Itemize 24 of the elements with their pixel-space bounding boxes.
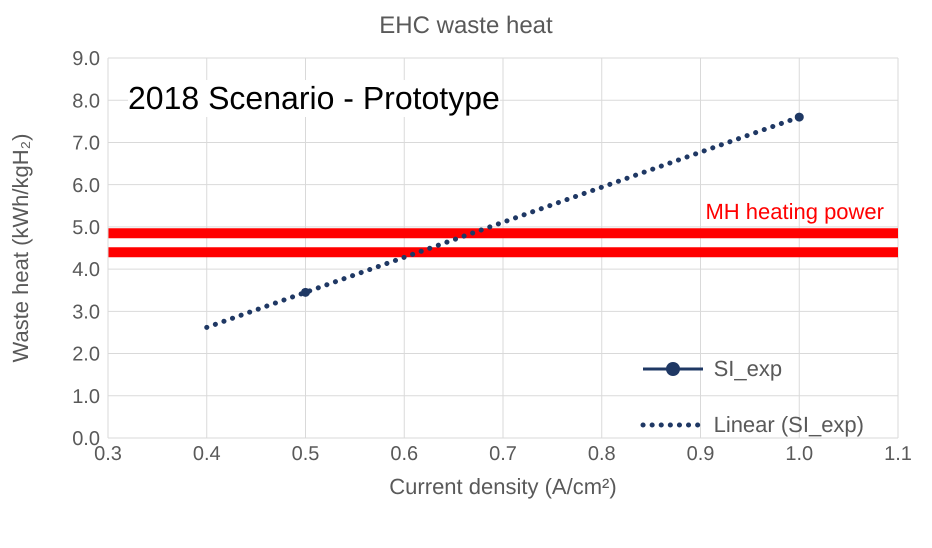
legend-label: Linear (SI_exp) [714,412,864,438]
y-tick-label: 3.0 [72,301,100,324]
y-tick-label: 8.0 [72,90,100,112]
y-tick-label: 9.0 [72,48,100,70]
y-axis-title: Waste heat (kWh/kgH₂) [8,133,33,363]
x-tick-label: 0.7 [489,443,517,466]
x-axis-title: Current density (A/cm²) [389,474,617,499]
x-tick-label: 0.8 [588,443,616,466]
x-tick-label: 0.9 [686,443,714,466]
y-tick-label: 6.0 [72,174,100,197]
x-tick-label: 0.5 [292,443,320,466]
x-tick-label: 0.6 [390,443,418,466]
x-tick-label: 1.1 [884,443,912,466]
x-tick-label: 0.4 [192,443,221,466]
ref-line-label: MH heating power [705,199,884,224]
y-tick-label: 4.0 [72,259,100,282]
annotation: 2018 Scenario - Prototype [128,80,500,117]
chart-title: EHC waste heat [378,12,554,40]
y-tick-label: 7.0 [72,132,100,155]
y-tick-label: 1.0 [72,386,100,408]
y-tick-label: 2.0 [72,344,100,366]
x-tick-label: 1.0 [785,443,814,466]
legend-label: SI_exp [714,356,782,382]
y-tick-label: 5.0 [72,216,100,239]
